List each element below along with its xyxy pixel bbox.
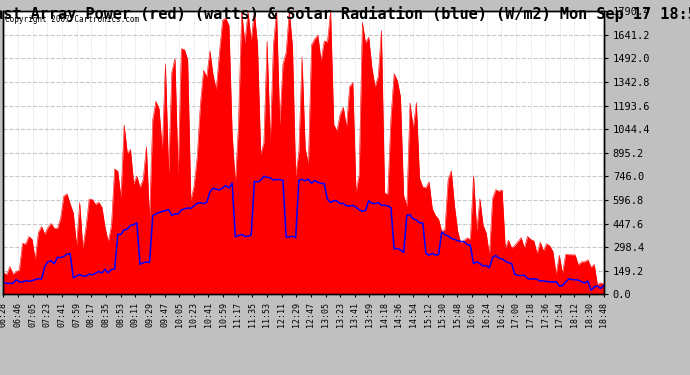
Text: Copyright 2007 Cartronics.com: Copyright 2007 Cartronics.com bbox=[5, 15, 139, 24]
Text: East Array Power (red) (watts) & Solar Radiation (blue) (W/m2) Mon Sep 17 18:54: East Array Power (red) (watts) & Solar R… bbox=[0, 6, 690, 22]
